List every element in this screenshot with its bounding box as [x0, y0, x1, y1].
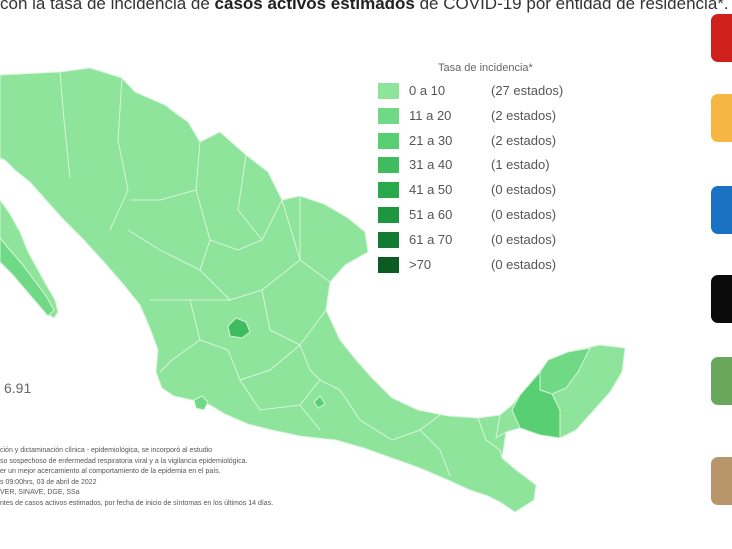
legend-count: (27 estados)	[491, 83, 564, 98]
legend-item: 51 a 60 (0 estados)	[376, 204, 576, 229]
legend-range: 21 a 30	[409, 132, 453, 148]
legend-swatch	[378, 107, 399, 124]
legend-range: >70	[409, 256, 432, 272]
legend-range: 41 a 50	[409, 182, 453, 198]
legend-count: (1 estado)	[491, 157, 550, 173]
footnote-line: VER, SINAVE, DGE, SSa	[0, 489, 80, 496]
legend-range: 61 a 70	[409, 231, 453, 247]
legend-range: 0 a 10	[409, 83, 446, 98]
side-color-box	[711, 186, 732, 234]
legend-title: Tasa de incidencia*	[438, 62, 533, 74]
side-color-box	[711, 357, 732, 405]
state-borders	[59, 71, 507, 477]
side-color-box	[711, 94, 732, 142]
legend-swatch	[378, 157, 399, 174]
footnote-line: er un mejor acercamiento al comportamien…	[0, 468, 221, 475]
legend-item: 41 a 50 (0 estados)	[376, 179, 576, 204]
legend-item: 61 a 70 (0 estados)	[376, 229, 576, 254]
title-suffix: de COVID-19 por entidad de residencia*.	[414, 0, 729, 13]
legend-swatch	[378, 206, 399, 223]
legend-count: (2 estados)	[491, 107, 557, 123]
legend-range: 11 a 20	[409, 107, 452, 123]
aguascalientes-state	[227, 317, 251, 339]
legend-item: >70 (0 estados)	[376, 254, 576, 279]
legend-count: (0 estados)	[491, 231, 557, 247]
morelos-state	[313, 395, 326, 409]
colima-state	[193, 395, 209, 411]
legend-swatch	[378, 83, 399, 99]
map-title: con la tasa de incidencia de casos activ…	[0, 0, 729, 14]
campeche-state	[511, 370, 561, 439]
side-color-box	[711, 275, 732, 323]
footnote-line: s 09:00hrs, 03 de abril de 2022	[0, 478, 97, 486]
legend-item: 11 a 20 (2 estados)	[376, 105, 576, 130]
legend-item: 31 a 40 (1 estado)	[376, 154, 576, 179]
legend-range: 31 a 40	[409, 157, 453, 173]
footnote-line: ntes de casos activos estimados, por fec…	[0, 499, 274, 507]
title-bold: casos activos estimados	[214, 0, 415, 13]
legend-range: 51 a 60	[409, 206, 453, 222]
legend-count: (0 estados)	[491, 182, 557, 198]
legend-swatch	[378, 132, 399, 149]
side-color-box	[711, 457, 732, 505]
title-prefix: con la tasa de incidencia de	[0, 0, 215, 13]
legend-item: 21 a 30 (2 estados)	[376, 130, 576, 155]
national-rate: 6.91	[4, 380, 32, 396]
legend-swatch	[378, 231, 399, 248]
legend-rows: 0 a 10 (27 estados) 11 a 20 (2 estados) 21 a…	[376, 80, 576, 278]
legend-swatch	[378, 182, 399, 199]
side-color-box	[711, 14, 732, 62]
legend-item: 0 a 10 (27 estados)	[376, 80, 576, 105]
baja-california-sur	[0, 237, 55, 317]
footnote-line: ción y dictaminación clínica - epidemiol…	[0, 447, 213, 454]
legend-count: (0 estados)	[491, 206, 557, 222]
legend-count: (2 estados)	[491, 132, 557, 148]
footnotes: ción y dictaminación clínica - epidemiol…	[0, 446, 273, 509]
footnote-line: so sospechoso de enfermedad respiratoria…	[0, 457, 248, 465]
legend-swatch	[378, 256, 399, 273]
legend: Tasa de incidencia* 0 a 10 (27 estados) 11…	[376, 62, 576, 278]
legend-count: (0 estados)	[491, 256, 557, 272]
